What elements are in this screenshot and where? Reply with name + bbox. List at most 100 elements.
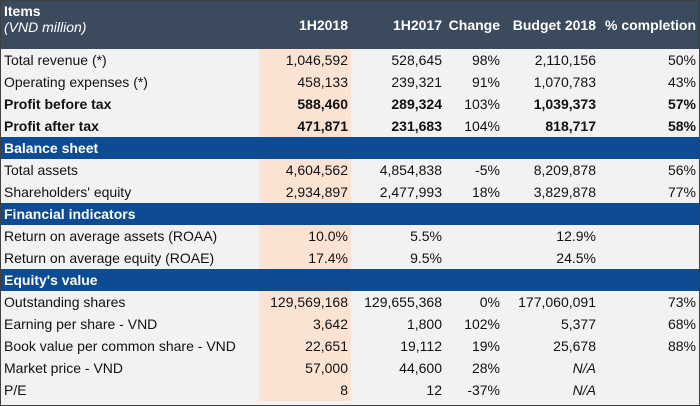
value-1h2017: 9.5% [410,250,442,266]
value-change: -5% [475,162,500,178]
value-change: 98% [471,52,500,68]
table-row: Return on average equity (ROAE) 17.4% 9.5%… [1,247,699,269]
value-budget: 3,829,878 [533,184,596,200]
table-row: Operating expenses (*) 458,133 239,321 91% 1… [1,71,699,93]
row-label: Total assets [4,162,78,178]
value-1h2017: 129,655,368 [364,294,442,310]
value-1h2018: 3,642 [259,313,351,335]
table-row: Total assets 4,604,562 4,854,838 -5% 8,209,8… [1,159,699,181]
value-budget: 12.9% [556,228,596,244]
value-budget: N/A [572,360,596,376]
value-completion [599,225,699,247]
value-budget: 8,209,878 [533,162,596,178]
value-1h2017: 239,321 [391,74,442,90]
value-budget: 25,678 [553,338,596,354]
row-label: Profit after tax [4,118,99,134]
value-completion: 43% [667,74,696,90]
value-budget: 5,377 [560,316,596,332]
value-budget: 177,060,091 [518,294,596,310]
row-label: Return on average equity (ROAE) [4,250,215,266]
table-row: Profit after tax 471,871 231,683 104% 818,71… [1,115,699,137]
value-completion: 88% [667,338,696,354]
value-change: 28% [471,360,500,376]
value-budget: 1,070,783 [533,74,596,90]
value-1h2018: 4,604,562 [259,159,351,181]
value-1h2018: 2,934,897 [259,181,351,203]
row-label: Profit before tax [4,96,112,112]
value-change: 104% [464,118,500,134]
value-1h2017: 44,600 [399,360,442,376]
section-header: Financial indicators [1,203,699,225]
value-change: 0% [479,294,500,310]
value-budget: 818,717 [545,118,596,134]
header-row: Items (VND million) 1H2018 1H2017 Change … [1,1,699,49]
row-label: Earning per share - VND [4,316,158,332]
value-1h2018: 10.0% [259,225,351,247]
value-budget: N/A [572,382,596,398]
table-row: Return on average assets (ROAA) 10.0% 5.5%… [1,225,699,247]
header-budget: Budget 2018 [503,1,599,49]
table-row: P/E 8 12 -37% N/A [1,379,699,401]
row-label: Outstanding shares [4,294,126,310]
row-label: Operating expenses (*) [4,74,148,90]
value-1h2018: 458,133 [259,71,351,93]
header-completion: % completion [599,1,699,49]
table-row: Book value per common share - VND 22,651 1… [1,335,699,357]
value-1h2018: 8 [259,379,351,401]
section-title: Financial indicators [1,203,699,225]
value-completion: 58% [667,118,696,134]
value-budget: 24.5% [556,250,596,266]
items-label: Items [4,3,41,19]
value-completion [599,379,699,401]
row-label: Market price - VND [4,360,124,376]
value-1h2017: 5.5% [410,228,442,244]
value-change: 102% [464,316,500,332]
value-completion: 73% [667,294,696,310]
header-1h2018: 1H2018 [259,1,351,49]
value-1h2017: 289,324 [391,96,442,112]
value-1h2018: 22,651 [259,335,351,357]
value-completion: 50% [667,52,696,68]
value-1h2018: 17.4% [259,247,351,269]
value-change: 18% [471,184,500,200]
value-change: 91% [471,74,500,90]
value-budget: 1,039,373 [533,96,596,112]
value-1h2018: 471,871 [259,115,351,137]
value-1h2017: 1,800 [406,316,442,332]
value-1h2017: 4,854,838 [379,162,442,178]
value-1h2018: 1,046,592 [259,49,351,71]
value-completion: 57% [667,96,696,112]
header-items: Items (VND million) [1,1,259,49]
table-row: Total revenue (*) 1,046,592 528,645 98% 2,11… [1,49,699,71]
table-row: Earning per share - VND 3,642 1,800 102% 5,3… [1,313,699,335]
row-label: Shareholders' equity [4,184,132,200]
section-header: Balance sheet [1,137,699,159]
value-change: -37% [467,382,500,398]
value-completion: 77% [667,184,696,200]
value-1h2018: 588,460 [259,93,351,115]
section-title: Equity's value [1,269,699,291]
value-change [445,225,503,247]
table-row: Profit before tax 588,460 289,324 103% 1,039… [1,93,699,115]
section-title: Balance sheet [1,137,699,159]
row-label: Book value per common share - VND [4,338,236,354]
value-1h2018: 57,000 [259,357,351,379]
table-row: Market price - VND 57,000 44,600 28% N/A [1,357,699,379]
value-1h2017: 2,477,993 [379,184,442,200]
row-label: P/E [4,382,27,398]
value-change: 103% [464,96,500,112]
header-1h2017: 1H2017 [351,1,445,49]
value-1h2017: 528,645 [391,52,442,68]
value-1h2018: 129,569,168 [259,291,351,313]
value-1h2017: 19,112 [400,338,442,354]
value-completion [599,247,699,269]
value-completion: 56% [667,162,696,178]
table-row: Shareholders' equity 2,934,897 2,477,993 18… [1,181,699,203]
value-completion [599,357,699,379]
value-budget: 2,110,156 [534,52,596,68]
value-1h2017: 12 [426,382,442,398]
row-label: Total revenue (*) [4,52,107,68]
value-change [445,247,503,269]
